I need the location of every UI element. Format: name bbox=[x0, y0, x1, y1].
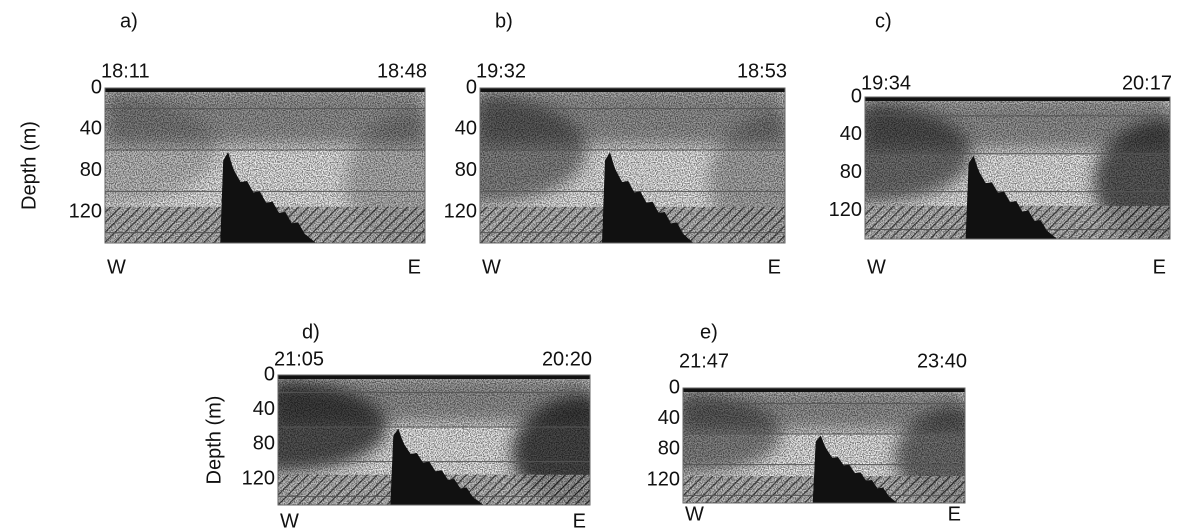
frame bbox=[864, 96, 1171, 240]
panel-label: b) bbox=[495, 10, 513, 32]
depth-tick-label: 0 bbox=[91, 76, 102, 98]
surface-line bbox=[480, 88, 785, 92]
start-time: 18:11 bbox=[101, 60, 150, 82]
panel: e) 21:47 23:40 W E 0 40 80 120 bbox=[647, 321, 967, 525]
west-label: W bbox=[280, 510, 299, 530]
frame bbox=[682, 387, 966, 504]
depth-tick-label: 80 bbox=[80, 159, 102, 181]
depth-tick-label: 120 bbox=[242, 467, 275, 489]
surface-line bbox=[278, 375, 590, 379]
start-time: 19:34 bbox=[861, 72, 911, 94]
depth-tick-label: 120 bbox=[444, 200, 477, 222]
depth-tick-label: 80 bbox=[840, 161, 862, 183]
echogram bbox=[865, 97, 1170, 239]
end-time: 18:53 bbox=[737, 60, 787, 82]
y-axis-label: Depth (m) bbox=[18, 121, 40, 210]
east-label: E bbox=[768, 256, 781, 278]
depth-tick-label: 0 bbox=[466, 76, 477, 98]
end-time: 18:48 bbox=[377, 60, 427, 82]
end-time: 20:17 bbox=[1122, 72, 1172, 94]
frame bbox=[479, 87, 786, 244]
east-label: E bbox=[573, 510, 586, 530]
depth-tick-label: 120 bbox=[829, 199, 862, 221]
surface-line bbox=[105, 88, 425, 92]
east-label: E bbox=[1153, 256, 1166, 278]
seamount bbox=[812, 435, 898, 503]
frame bbox=[104, 87, 426, 244]
depth-tick-label: 120 bbox=[69, 200, 102, 222]
seamount bbox=[390, 428, 484, 505]
panel: d) 21:05 20:20 W E 0 40 80 120 Depth (m) bbox=[203, 321, 592, 530]
west-label: W bbox=[867, 256, 886, 278]
panel-label: c) bbox=[875, 10, 892, 32]
start-time: 21:05 bbox=[274, 348, 324, 370]
start-time: 19:32 bbox=[476, 60, 526, 82]
depth-tick-label: 120 bbox=[647, 468, 680, 490]
west-label: W bbox=[685, 503, 704, 525]
depth-tick-label: 80 bbox=[658, 438, 680, 460]
panel-label: d) bbox=[302, 321, 320, 343]
y-axis-label: Depth (m) bbox=[203, 396, 225, 485]
depth-tick-label: 80 bbox=[253, 433, 275, 455]
east-label: E bbox=[948, 503, 961, 525]
echogram bbox=[105, 88, 425, 243]
west-label: W bbox=[482, 256, 501, 278]
depth-tick-label: 80 bbox=[455, 159, 477, 181]
end-time: 23:40 bbox=[917, 350, 967, 372]
west-label: W bbox=[107, 256, 126, 278]
echogram bbox=[683, 388, 965, 503]
seamount bbox=[965, 155, 1058, 239]
end-time: 20:20 bbox=[542, 348, 592, 370]
depth-tick-label: 40 bbox=[253, 398, 275, 420]
depth-tick-label: 40 bbox=[80, 118, 102, 140]
echogram bbox=[480, 88, 785, 243]
panel: b) 19:32 18:53 W E 0 40 80 120 bbox=[444, 10, 787, 278]
start-time: 21:47 bbox=[679, 350, 729, 372]
panel: c) 19:34 20:17 W E 0 40 80 120 bbox=[829, 10, 1172, 278]
panel-label: e) bbox=[700, 321, 718, 343]
depth-tick-label: 0 bbox=[264, 363, 275, 385]
surface-line bbox=[865, 97, 1170, 101]
depth-tick-label: 40 bbox=[840, 123, 862, 145]
seamount bbox=[220, 152, 317, 243]
seamount bbox=[602, 152, 694, 243]
depth-tick-label: 0 bbox=[851, 85, 862, 107]
depth-tick-label: 40 bbox=[455, 118, 477, 140]
east-label: E bbox=[408, 256, 421, 278]
depth-tick-label: 0 bbox=[669, 376, 680, 398]
surface-line bbox=[683, 388, 965, 392]
panel: a) 18:11 18:48 W E 0 40 80 120 Depth (m) bbox=[18, 10, 427, 278]
depth-tick-label: 40 bbox=[658, 407, 680, 429]
frame bbox=[277, 374, 591, 506]
echogram bbox=[278, 375, 590, 505]
panel-label: a) bbox=[120, 10, 138, 32]
